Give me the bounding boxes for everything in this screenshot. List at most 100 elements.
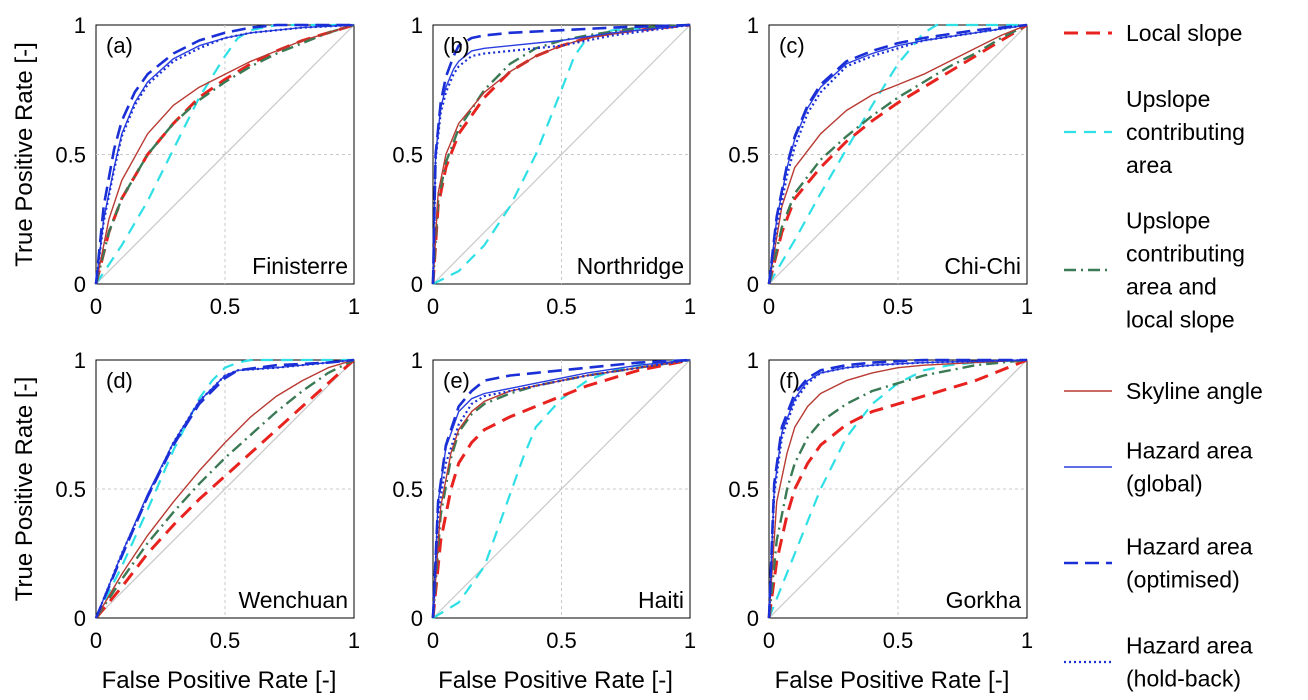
x-axis-label: False Positive Rate [-]: [102, 667, 337, 694]
panel-name: Haiti: [638, 587, 684, 613]
x-tick-label: 0: [763, 628, 775, 653]
series-optimised: [431, 358, 691, 619]
panel-name: Gorkha: [946, 587, 1022, 613]
series-optimised: [767, 358, 1027, 619]
panel-finisterre: (a) Finisterre 0 0.5 1 0 0.5 1: [55, 13, 360, 319]
y-tick-label: 1: [74, 348, 86, 373]
legend-label-optimised: Hazard area (optimised): [1126, 534, 1253, 593]
panel-label: (c): [779, 33, 805, 58]
y-axis-label: True Positive Rate [-]: [11, 42, 38, 267]
y-tick-label: 0: [411, 272, 423, 297]
series-local: [431, 358, 691, 619]
y-tick-label: 1: [411, 13, 423, 38]
x-tick-label: 0: [427, 294, 439, 319]
series-optimised: [767, 23, 1028, 285]
y-tick-label: 0.5: [728, 143, 759, 168]
series-combined: [95, 358, 355, 619]
y-tick-label: 0.5: [392, 143, 423, 168]
series-global: [432, 359, 691, 619]
y-tick-label: 0.5: [392, 477, 423, 502]
series-optimised: [94, 23, 354, 285]
panel-haiti: (e) Haiti 0 0.5 1 0 0.5 1: [392, 348, 696, 653]
x-tick-label: 0.5: [210, 628, 241, 653]
y-tick-label: 0: [74, 272, 86, 297]
y-tick-label: 0: [74, 606, 86, 631]
panel-label: (b): [443, 33, 470, 58]
legend: Local slope Upslope contributing area Upslop…: [1064, 20, 1263, 692]
x-tick-label: 1: [684, 294, 696, 319]
x-tick-label: 0.5: [546, 294, 577, 319]
panel-label: (f): [779, 368, 800, 393]
reference-diagonal: [768, 359, 1028, 619]
series-holdback: [94, 358, 355, 619]
series-local: [94, 358, 356, 619]
y-tick-label: 1: [411, 348, 423, 373]
panel-label: (d): [106, 368, 133, 393]
y-tick-label: 1: [747, 13, 759, 38]
reference-diagonal: [768, 24, 1028, 285]
series-global: [95, 24, 355, 285]
x-tick-label: 0: [427, 628, 439, 653]
x-axis-label: False Positive Rate [-]: [775, 667, 1010, 694]
reference-diagonal: [95, 24, 355, 285]
series-skyline: [95, 359, 355, 619]
x-tick-label: 0.5: [883, 294, 914, 319]
panel-chi-chi: (c) Chi-Chi 0 0.5 1 0 0.5 1: [728, 13, 1033, 319]
y-tick-label: 1: [74, 13, 86, 38]
y-tick-label: 0.5: [55, 477, 86, 502]
series-skyline: [432, 359, 691, 619]
panel-name: Wenchuan: [238, 587, 348, 613]
series-upslope: [432, 358, 691, 619]
series-combined: [431, 23, 691, 285]
series-combined: [767, 358, 1028, 619]
x-tick-label: 0.5: [883, 628, 914, 653]
panel-label: (a): [106, 33, 133, 58]
x-tick-label: 1: [684, 628, 696, 653]
series-combined: [767, 23, 1028, 285]
y-tick-label: 0.5: [55, 143, 86, 168]
legend-label-combined: Upslope contributing area and local slope: [1126, 208, 1245, 333]
y-tick-label: 0.5: [728, 477, 759, 502]
y-axis-label: True Positive Rate [-]: [11, 377, 38, 602]
y-tick-label: 1: [747, 348, 759, 373]
x-tick-label: 1: [1021, 628, 1033, 653]
x-tick-label: 0.5: [546, 628, 577, 653]
series-holdback: [431, 358, 691, 619]
x-tick-label: 1: [348, 628, 360, 653]
series-skyline: [768, 24, 1028, 285]
x-tick-label: 0: [763, 294, 775, 319]
legend-label-upslope: Upslope contributing area: [1126, 86, 1245, 178]
x-axis-label: False Positive Rate [-]: [438, 667, 673, 694]
series-skyline: [768, 359, 1028, 619]
series-optimised: [94, 358, 355, 619]
y-tick-label: 0: [747, 272, 759, 297]
panel-northridge: (b) Northridge 0 0.5 1 0 0.5 1: [392, 13, 696, 319]
series-upslope: [768, 23, 1027, 285]
legend-label-global: Hazard area (global): [1126, 438, 1253, 497]
series-holdback: [767, 358, 1028, 619]
legend-label-holdback: Hazard area (hold-back): [1126, 633, 1253, 692]
series-holdback: [94, 23, 355, 285]
panel-name: Chi-Chi: [944, 253, 1021, 279]
x-tick-label: 0: [90, 628, 102, 653]
series-optimised: [431, 23, 691, 285]
series-local: [767, 358, 1028, 619]
series-skyline: [95, 24, 355, 285]
series-holdback: [767, 23, 1028, 285]
series-skyline: [432, 24, 691, 285]
reference-diagonal: [432, 359, 691, 619]
legend-label-local: Local slope: [1126, 20, 1242, 46]
panel-gorkha: (f) Gorkha 0 0.5 1 0 0.5 1: [728, 348, 1033, 653]
panel-name: Northridge: [577, 253, 684, 279]
x-tick-label: 1: [348, 294, 360, 319]
x-tick-label: 1: [1021, 294, 1033, 319]
series-upslope: [95, 358, 354, 619]
x-tick-label: 0: [90, 294, 102, 319]
panel-name: Finisterre: [252, 253, 348, 279]
reference-diagonal: [95, 359, 355, 619]
reference-diagonal: [432, 24, 691, 285]
y-tick-label: 0: [411, 606, 423, 631]
panel-label: (e): [443, 368, 470, 393]
x-tick-label: 0.5: [210, 294, 241, 319]
